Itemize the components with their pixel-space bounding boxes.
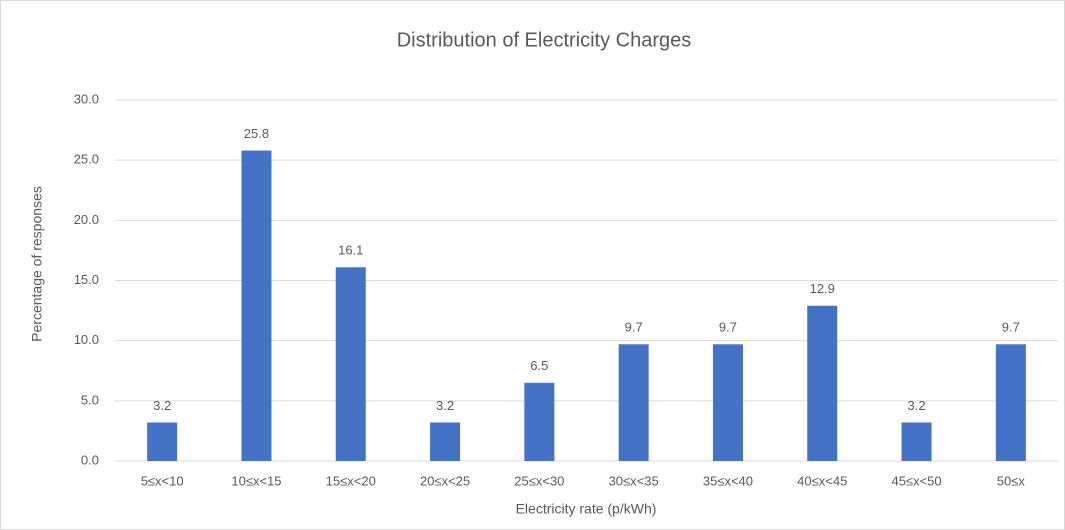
y-tick-label: 20.0 [74, 212, 99, 227]
y-tick-label: 25.0 [74, 152, 99, 167]
data-label: 3.2 [436, 398, 454, 413]
bar [807, 305, 838, 461]
y-axis-label: Percentage of responses [29, 186, 45, 342]
bar [995, 344, 1026, 461]
data-label: 9.7 [719, 320, 737, 335]
data-label: 12.9 [810, 281, 835, 296]
x-axis-label: Electricity rate (p/kWh) [516, 501, 657, 517]
x-tick-label: 30≤x<35 [609, 473, 659, 488]
data-label: 16.1 [338, 243, 363, 258]
data-label: 9.7 [1002, 320, 1020, 335]
bar [335, 267, 366, 461]
y-tick-label: 10.0 [74, 332, 99, 347]
y-tick-label: 5.0 [81, 392, 99, 407]
x-tick-label: 50≤x [997, 473, 1026, 488]
x-tick-label: 25≤x<30 [514, 473, 564, 488]
data-label: 6.5 [530, 358, 548, 373]
bar [712, 344, 743, 461]
bar [430, 422, 461, 461]
chart-title: Distribution of Electricity Charges [397, 29, 692, 51]
x-tick-label: 10≤x<15 [231, 473, 281, 488]
y-tick-label: 15.0 [74, 272, 99, 287]
y-tick-label: 30.0 [74, 91, 99, 106]
x-tick-label: 5≤x<10 [141, 473, 184, 488]
data-label: 25.8 [244, 126, 269, 141]
x-tick-label: 45≤x<50 [891, 473, 941, 488]
bar [241, 150, 272, 462]
bar [618, 344, 649, 461]
y-tick-label: 0.0 [81, 452, 99, 467]
bar [147, 422, 178, 461]
x-tick-label: 35≤x<40 [703, 473, 753, 488]
x-tick-label: 15≤x<20 [326, 473, 376, 488]
x-tick-label: 40≤x<45 [797, 473, 847, 488]
data-label: 3.2 [908, 398, 926, 413]
x-tick-label: 20≤x<25 [420, 473, 470, 488]
data-label: 9.7 [625, 320, 643, 335]
bar [901, 422, 932, 461]
data-label: 3.2 [153, 398, 171, 413]
bar [524, 382, 555, 461]
